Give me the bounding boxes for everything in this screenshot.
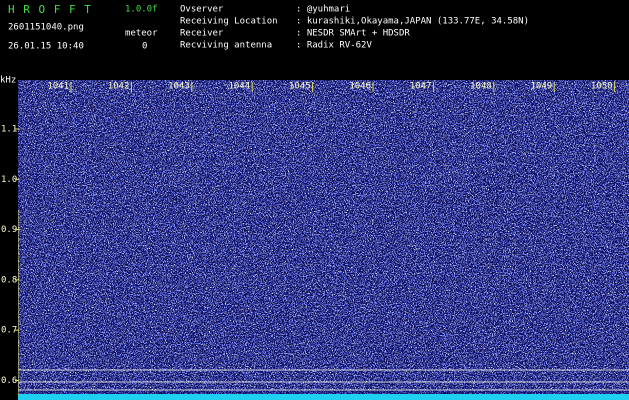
x-tick-label: 1047 xyxy=(410,82,432,92)
x-tick-label: 1050 xyxy=(591,82,613,92)
y-tick-label: 0.8 xyxy=(1,275,17,285)
x-tick-label: 1048 xyxy=(470,82,492,92)
x-tick-label: 1043 xyxy=(168,82,190,92)
info-label: Receiving Location xyxy=(180,17,278,27)
x-tick-label: 1045 xyxy=(289,82,311,92)
info-value: : NESDR SMArt + HDSDR xyxy=(296,29,410,39)
info-label: Recviving antenna xyxy=(180,41,272,51)
info-value: : Radix RV-62V xyxy=(296,41,372,51)
info-value: : @yuhmari xyxy=(296,5,350,15)
info-label: Ovserver xyxy=(180,5,224,15)
x-tick-label: 1049 xyxy=(531,82,553,92)
count: 0 xyxy=(142,42,147,52)
unit-label: kHz xyxy=(0,76,16,86)
header-bg xyxy=(0,0,629,80)
file-name: 2601151040.png xyxy=(8,23,84,33)
y-tick-label: 1.0 xyxy=(1,175,17,185)
mode: meteor xyxy=(125,29,158,39)
app-name: H R O F F T xyxy=(8,3,92,16)
x-tick-label: 1041 xyxy=(47,82,69,92)
x-tick-label: 1044 xyxy=(229,82,251,92)
x-tick-label: 1046 xyxy=(349,82,371,92)
y-tick-label: 0.7 xyxy=(1,326,17,336)
y-axis-bg xyxy=(0,80,18,400)
x-tick-label: 1042 xyxy=(108,82,130,92)
datetime: 26.01.15 10:40 xyxy=(8,42,84,52)
info-value: : kurashiki,Okayama,JAPAN (133.77E, 34.5… xyxy=(296,17,529,27)
app-version: 1.0.0f xyxy=(125,5,158,15)
y-tick-label: 1.1 xyxy=(1,125,17,135)
y-tick-label: 0.6 xyxy=(1,376,17,386)
y-tick-label: 0.9 xyxy=(1,225,17,235)
spectrogram-sparks xyxy=(18,80,629,390)
info-label: Receiver xyxy=(180,29,224,39)
signal-level xyxy=(18,394,629,400)
